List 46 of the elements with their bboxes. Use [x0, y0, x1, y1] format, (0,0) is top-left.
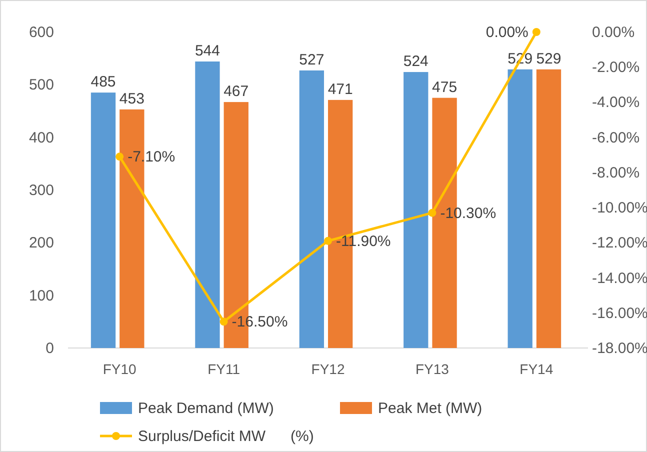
data-label: 524 — [403, 53, 428, 70]
bar — [508, 69, 532, 348]
y-tick-label: 0 — [46, 340, 54, 357]
point — [428, 208, 436, 217]
y2-tick-label: -10.00% — [592, 200, 647, 217]
point — [532, 28, 540, 36]
x-tick-label: FY12 — [311, 361, 345, 377]
data-label: 467 — [224, 83, 249, 100]
x-tick-label: FY14 — [520, 361, 554, 377]
y-tick-label: 100 — [28, 287, 54, 304]
y-tick-label: 500 — [28, 76, 54, 94]
data-label: 475 — [432, 78, 458, 96]
bar — [195, 61, 220, 348]
legend-label: Peak Met (MW) — [378, 400, 482, 417]
data-label: 0.00% — [486, 24, 528, 41]
y2-tick-label: 0.00% — [592, 24, 635, 41]
point — [116, 152, 124, 161]
y-tick-label: 200 — [28, 234, 54, 252]
bar — [536, 69, 562, 348]
point — [324, 236, 332, 245]
data-label: 485 — [90, 74, 116, 91]
x-tick-label: FY10 — [102, 361, 137, 377]
y2-tick-label: -8.00% — [592, 164, 640, 182]
bar — [404, 72, 428, 348]
y2-tick-label: -12.00% — [592, 234, 647, 252]
x-tick-label: FY13 — [415, 361, 450, 377]
y2-tick-label: -6.00% — [592, 129, 640, 146]
legend-label: Surplus/Deficit MW (%) — [138, 428, 314, 445]
y2-tick-label: -2.00% — [592, 59, 640, 76]
y2-tick-label: -4.00% — [592, 94, 640, 112]
y2-tick-label: -14.00% — [592, 270, 647, 287]
x-tick-label: FY11 — [208, 361, 240, 377]
point — [220, 318, 228, 326]
y2-tick-label: -16.00% — [592, 304, 647, 322]
data-label: 471 — [328, 80, 353, 98]
y-tick-label: 400 — [28, 129, 54, 146]
y-tick-label: 300 — [28, 182, 54, 199]
data-label: 527 — [299, 51, 324, 68]
legend-label: Peak Demand (MW) — [138, 400, 274, 417]
y-tick-label: 600 — [28, 24, 54, 41]
bar — [90, 92, 116, 348]
data-label: 529 — [536, 50, 562, 68]
data-label: 453 — [119, 90, 144, 108]
bar — [299, 70, 324, 348]
data-label: 544 — [194, 42, 220, 60]
y2-tick-label: -18.00% — [592, 340, 647, 357]
